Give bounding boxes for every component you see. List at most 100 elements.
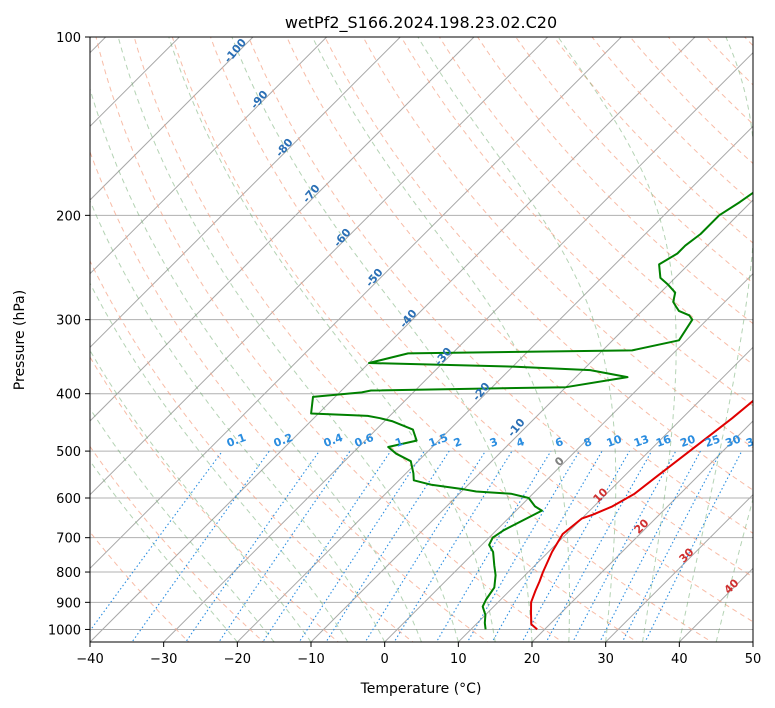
- y-tick-label: 300: [56, 314, 81, 329]
- y-tick-label: 800: [56, 566, 81, 581]
- plot-frame: [89, 36, 754, 643]
- mixing-ratio-line: [466, 450, 580, 642]
- mixing-ratio-line: [298, 450, 425, 642]
- chart-title: wetPf2_S166.2024.198.23.02.C20: [285, 13, 557, 33]
- dry-adiabat: [743, 37, 753, 47]
- isotherm-gridline: [236, 125, 753, 642]
- line-label-layer: 0.1 0.2 0.4 0.6 1 1.5 2 3 4 6 8 10 13 16 20 25 30 36-100-…: [221, 36, 753, 597]
- moist-adiabat: [417, 37, 617, 642]
- dry-adiabat: [90, 531, 190, 642]
- mixing-ratio-label: 30: [724, 432, 743, 450]
- dry-adiabat: [705, 37, 753, 86]
- mixing-ratio-label: 13: [632, 432, 651, 449]
- dry-adiabat-label: -10: [505, 416, 528, 440]
- isotherm-gridline: [162, 51, 753, 642]
- dry-adiabat: [286, 37, 753, 534]
- isotherm-gridline: [90, 37, 475, 422]
- moist-adiabat-label: 30: [677, 545, 697, 565]
- mixing-ratio-line: [90, 450, 223, 632]
- y-tick-label: 700: [56, 532, 81, 547]
- isotherm-gridline: [310, 199, 753, 642]
- dry-adiabat: [248, 37, 753, 578]
- dry-adiabat: [90, 356, 340, 642]
- isotherm-gridline: [90, 37, 696, 642]
- mixing-ratio-line: [393, 450, 513, 642]
- isotherm-gridline: [90, 37, 254, 201]
- dry-adiabat: [591, 37, 753, 204]
- mixing-ratio-line: [545, 450, 653, 642]
- y-tick-label: 600: [56, 492, 81, 507]
- dry-adiabat: [133, 37, 638, 642]
- mixing-ratio-line: [621, 450, 722, 642]
- mixing-ratio-label: 0.1: [225, 431, 248, 450]
- y-tick-label: 200: [56, 209, 81, 224]
- x-tick-label: −40: [76, 652, 103, 667]
- moist-adiabat: [90, 460, 238, 642]
- isotherm-gridline: [90, 37, 549, 496]
- moist-adiabat: [715, 496, 753, 642]
- isotherm-gridline: [531, 420, 753, 642]
- isotherm-gridline: [90, 37, 623, 570]
- mixing-ratio-line: [599, 450, 701, 642]
- dry-adiabat: [90, 445, 265, 642]
- mixing-ratio-label: 16: [654, 432, 673, 450]
- moist-adiabat: [557, 37, 677, 642]
- dry-adiabat-label: -70: [300, 182, 323, 206]
- isotherm-gridline: [457, 346, 753, 642]
- dry-adiabat: [667, 37, 753, 125]
- mixing-ratio-label: 20: [678, 432, 697, 450]
- isotherm-gridline: [383, 272, 753, 642]
- dry-adiabat: [95, 37, 564, 642]
- mixing-ratio-label: 8: [582, 435, 594, 450]
- dry-adiabat: [90, 259, 414, 642]
- mixing-ratio-label: 1.5: [427, 431, 450, 450]
- moist-adiabat: [168, 37, 496, 642]
- dry-adiabat: [477, 37, 753, 325]
- series-layer: [310, 191, 753, 631]
- moist-adiabat-label: 10: [591, 485, 611, 505]
- x-tick-label: 50: [745, 652, 762, 667]
- dry-adiabat-label: -80: [273, 136, 296, 160]
- dry-adiabat-label: -100: [221, 36, 249, 66]
- moist-adiabat: [231, 37, 533, 642]
- dry-adiabat: [629, 37, 753, 165]
- moist-adiabat: [90, 87, 422, 642]
- dry-adiabat-label: -20: [470, 380, 493, 404]
- mixing-ratio-label: 1: [393, 435, 405, 450]
- mixing-ratio-line: [262, 450, 392, 642]
- y-axis-title: Pressure (hPa): [12, 290, 28, 390]
- dry-adiabat: [209, 37, 753, 623]
- mixing-ratio-label: 0.2: [272, 431, 295, 450]
- y-tick-label: 1000: [48, 623, 81, 638]
- isotherm-gridline: [90, 37, 402, 349]
- mixing-ratio-label: 0.4: [322, 431, 345, 450]
- x-tick-label: −10: [297, 652, 324, 667]
- dry-adiabat: [171, 37, 713, 642]
- axis-layer: −40 −30 −20 −10 0 10 20 30 40 5010020030040050060…: [48, 31, 761, 667]
- isotherm-gridline: [752, 641, 753, 642]
- moist-adiabat: [117, 37, 459, 642]
- moist-adiabat: [90, 199, 386, 642]
- mixing-ratio-line: [364, 450, 486, 642]
- x-tick-label: −30: [150, 652, 177, 667]
- dewpoint-profile-line: [310, 191, 753, 630]
- dry-adiabat: [400, 37, 753, 407]
- background-lines: [90, 37, 753, 642]
- moist-adiabat-label: 20: [632, 516, 652, 536]
- moist-adiabat-label: 40: [722, 576, 742, 596]
- dry-adiabat: [515, 37, 753, 284]
- dry-adiabat-label: -90: [248, 88, 271, 112]
- mixing-ratio-label: 3: [488, 435, 500, 450]
- moist-adiabat: [311, 37, 570, 642]
- mixing-ratio-label: 0.6: [353, 431, 376, 450]
- mixing-ratio-label: 10: [605, 432, 624, 450]
- mixing-ratio-line: [325, 450, 450, 642]
- mixing-ratio-label: 4: [515, 435, 527, 450]
- mixing-ratio-line: [491, 450, 603, 642]
- mixing-ratio-line: [218, 450, 351, 642]
- mixing-ratio-line: [435, 450, 552, 642]
- x-tick-label: 0: [381, 652, 389, 667]
- dry-adiabat-label: -60: [331, 226, 354, 250]
- mixing-ratio-label: 6: [553, 435, 565, 450]
